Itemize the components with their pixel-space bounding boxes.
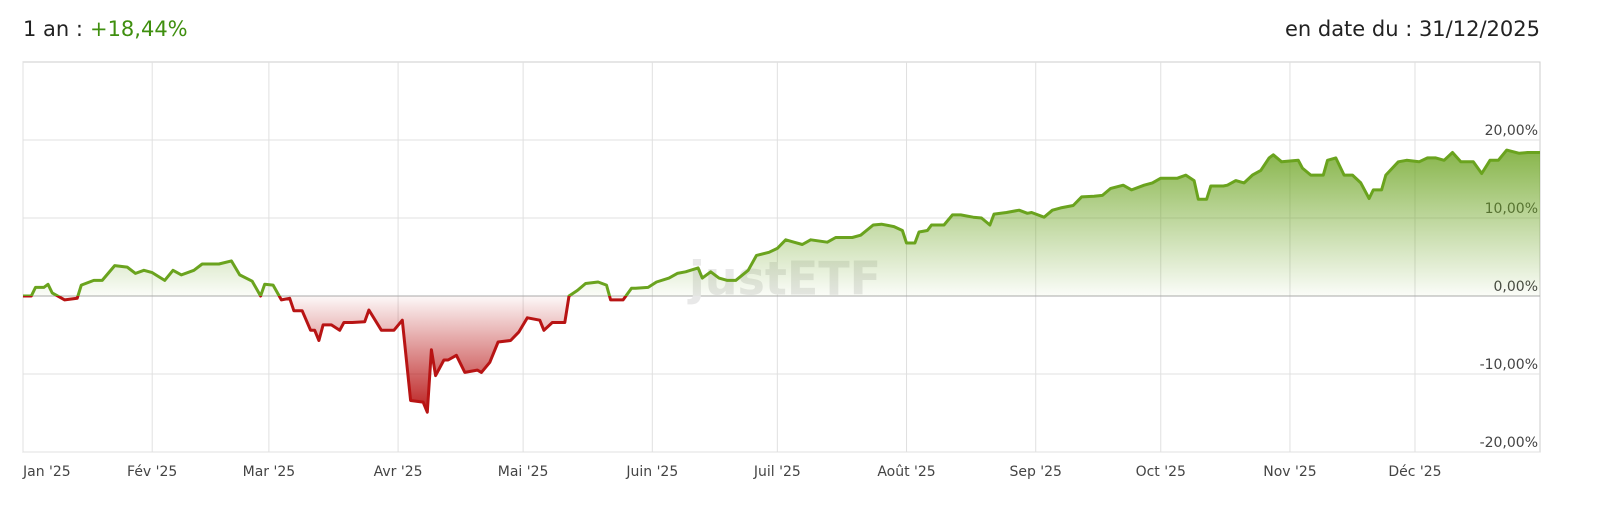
area-positive: [23, 150, 1540, 296]
x-tick-label: Oct '25: [1136, 464, 1186, 480]
header-left: 1 an : +18,44%: [23, 17, 188, 41]
line-negative: [23, 296, 628, 414]
x-tick-label: Mar '25: [243, 464, 296, 480]
x-tick-label: Jan '25: [22, 464, 71, 480]
line-positive: [23, 148, 1540, 296]
y-tick-label: -10,00%: [1480, 357, 1538, 373]
x-tick-label: Juin '25: [625, 464, 678, 480]
x-tick-label: Déc '25: [1388, 464, 1441, 480]
performance: +18,44%: [90, 17, 188, 41]
x-tick-label: Mai '25: [498, 464, 549, 480]
y-tick-label: -20,00%: [1480, 435, 1538, 451]
x-tick-label: Avr '25: [374, 464, 423, 480]
x-tick-label: Juil '25: [753, 464, 801, 480]
x-tick-label: Août '25: [877, 464, 935, 480]
y-tick-label: 20,00%: [1485, 123, 1538, 139]
x-tick-label: Sep '25: [1009, 464, 1062, 480]
date-label: en date du : 31/12/2025: [1285, 17, 1540, 41]
period-label: 1 an :: [23, 17, 83, 41]
x-tick-label: Fév '25: [127, 464, 177, 480]
x-tick-label: Nov '25: [1263, 464, 1316, 480]
